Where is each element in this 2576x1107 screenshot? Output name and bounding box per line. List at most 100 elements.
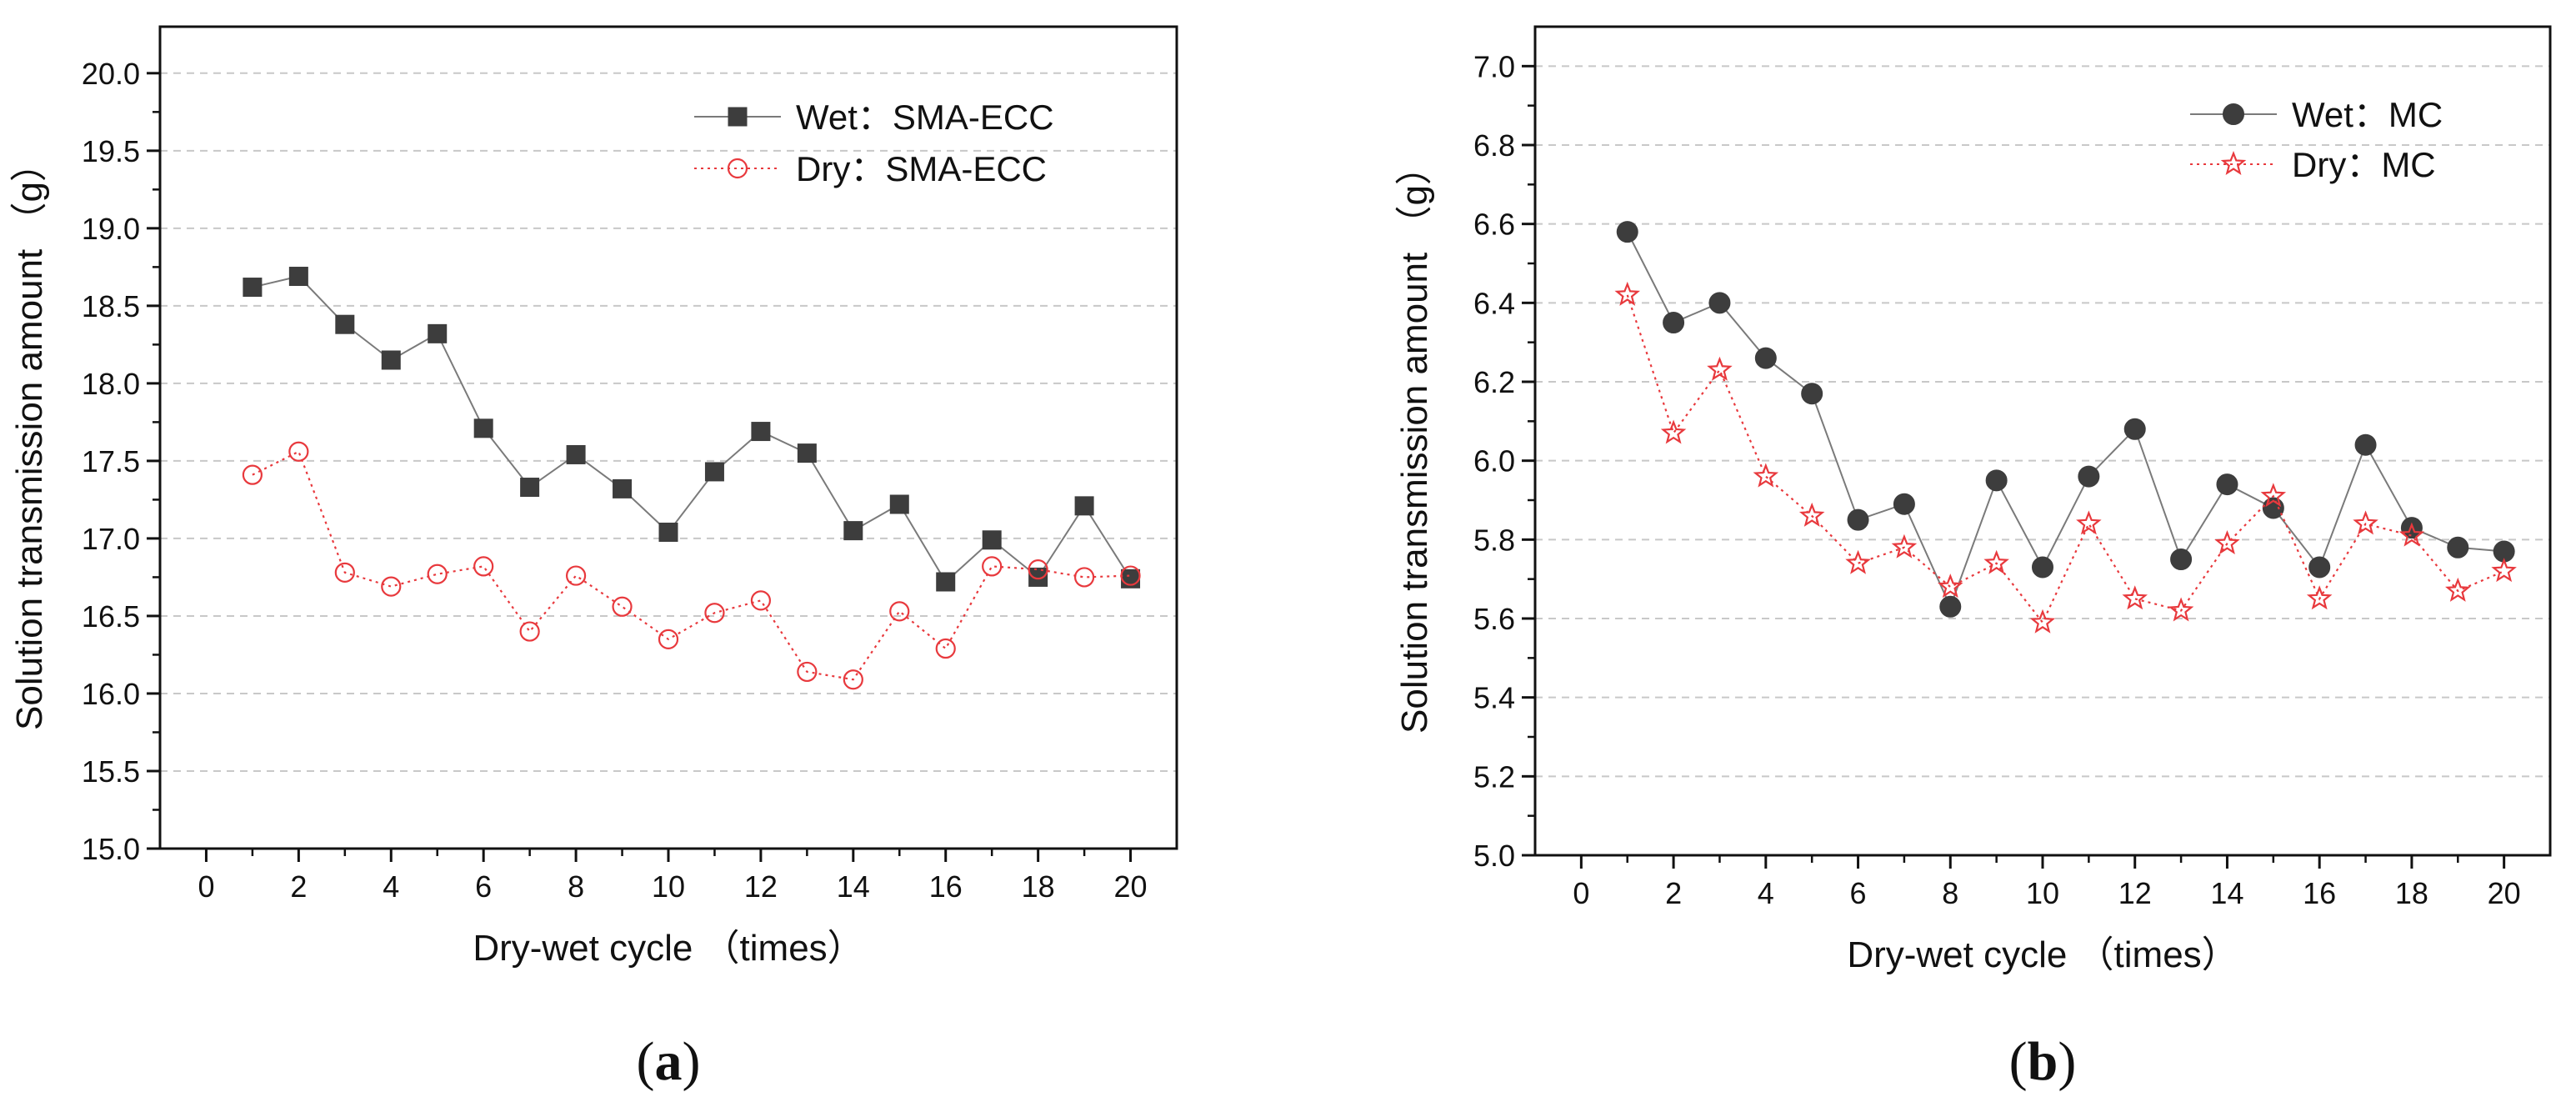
data-point — [473, 556, 494, 577]
data-point — [2032, 556, 2053, 579]
y-tick-label: 6.2 — [1473, 365, 1515, 399]
data-point — [1847, 508, 1869, 531]
y-tick-label: 5.6 — [1473, 602, 1515, 636]
data-point — [1985, 469, 2008, 492]
data-point — [427, 564, 448, 584]
x-tick-label: 4 — [383, 869, 399, 904]
data-point — [797, 661, 818, 683]
data-point — [889, 601, 910, 622]
y-tick-label: 6.0 — [1473, 444, 1515, 478]
data-point — [288, 267, 308, 287]
data-point — [2216, 473, 2238, 496]
data-point — [797, 443, 817, 463]
y-axis: 15.0 15.5 16.0 16.5 17.0 17.5 18.0 18.5 19.0 19.5… — [82, 57, 160, 866]
x-tick-label: 18 — [1022, 869, 1055, 904]
data-point — [334, 562, 355, 583]
data-point — [2353, 510, 2378, 535]
x-tick-label: 20 — [1114, 869, 1148, 904]
data-point — [2076, 510, 2102, 535]
y-tick-label: 18.0 — [82, 367, 140, 401]
y-tick-label: 20.0 — [82, 57, 140, 91]
data-point — [936, 572, 956, 592]
data-point — [982, 530, 1002, 550]
series-dry — [1614, 281, 2517, 634]
data-point — [566, 444, 586, 464]
legend: Wet：MC Dry：MC — [2190, 95, 2443, 184]
data-point — [843, 521, 863, 541]
x-tick-label: 10 — [652, 869, 685, 904]
data-point — [2260, 483, 2287, 508]
data-point — [658, 629, 679, 649]
data-point — [519, 621, 540, 642]
data-point — [704, 462, 724, 482]
data-point — [2447, 536, 2469, 559]
y-tick-label: 19.0 — [82, 212, 140, 246]
x-tick-label: 0 — [198, 869, 214, 904]
legend-label: Wet：SMA-ECC — [796, 98, 1054, 137]
data-point — [1798, 502, 1825, 527]
panel-caption: (a) — [637, 1031, 701, 1092]
x-axis-title: Dry-wet cycle （times） — [473, 928, 863, 969]
data-point — [843, 669, 863, 690]
data-point — [2306, 585, 2333, 610]
data-point — [381, 350, 401, 370]
x-axis: 0 2 4 6 8 10 12 14 16 18 20 — [198, 849, 1148, 904]
data-point — [750, 590, 772, 611]
caption-letter: b — [2028, 1031, 2058, 1092]
data-point — [1707, 356, 1733, 381]
data-point — [520, 478, 540, 498]
legend-marker — [2223, 103, 2244, 125]
data-point — [1938, 574, 1963, 599]
data-point — [565, 565, 587, 586]
y-axis: 5.0 5.2 5.4 5.6 5.8 6.0 6.2 6.4 6.6 6.8 7.0 — [1473, 49, 1535, 873]
panel-a-chart: 15.0 15.5 16.0 16.5 17.0 17.5 18.0 18.5 19.0 19.5… — [9, 25, 1178, 1092]
data-point — [2491, 558, 2517, 583]
data-point — [2398, 522, 2425, 547]
x-tick-label: 6 — [1850, 876, 1867, 910]
x-tick-label: 10 — [2026, 876, 2059, 910]
y-tick-label: 19.5 — [82, 134, 140, 168]
y-tick-label: 16.5 — [82, 599, 140, 634]
x-tick-label: 12 — [2118, 876, 2152, 910]
data-point — [704, 603, 725, 624]
x-tick-label: 14 — [2210, 876, 2243, 910]
series-dry — [242, 441, 1141, 690]
x-tick-label: 12 — [744, 869, 778, 904]
data-point — [335, 314, 355, 334]
data-point — [1616, 221, 1638, 243]
panel-caption: (b) — [2009, 1031, 2077, 1092]
caption-close: ) — [2058, 1031, 2076, 1092]
x-tick-label: 16 — [929, 869, 963, 904]
data-point — [1120, 565, 1141, 586]
data-point — [1891, 533, 1918, 559]
data-point — [1663, 312, 1685, 333]
y-tick-label: 6.6 — [1473, 208, 1515, 242]
x-tick-label: 20 — [2488, 876, 2521, 910]
y-tick-label: 6.8 — [1473, 128, 1515, 163]
data-point — [2354, 433, 2377, 456]
data-point — [889, 494, 909, 514]
y-tick-label: 17.0 — [82, 522, 140, 556]
data-point — [2122, 585, 2148, 610]
caption-open: ( — [637, 1031, 655, 1092]
data-point — [1028, 559, 1048, 580]
x-axis-title: Dry-wet cycle （times） — [1847, 934, 2238, 975]
y-tick-label: 15.0 — [82, 832, 140, 866]
data-point — [2214, 530, 2240, 555]
series-line — [1626, 294, 2505, 624]
legend: Wet：SMA-ECC Dry：SMA-ECC — [694, 98, 1054, 188]
legend-label: Dry：MC — [2292, 145, 2436, 184]
x-tick-label: 4 — [1758, 876, 1774, 910]
data-point — [1801, 383, 1823, 405]
data-point — [381, 576, 402, 597]
data-point — [751, 422, 771, 442]
y-tick-label: 5.0 — [1473, 839, 1515, 873]
data-point — [613, 478, 633, 498]
data-point — [1754, 347, 1777, 369]
y-axis-title: Solution transmission amount （g） — [1394, 148, 1435, 734]
x-axis: 0 2 4 6 8 10 12 14 16 18 20 — [1573, 855, 2521, 910]
data-point — [1028, 567, 1048, 587]
gridlines — [1535, 65, 2550, 778]
data-point — [935, 638, 956, 659]
series-line — [252, 450, 1131, 681]
